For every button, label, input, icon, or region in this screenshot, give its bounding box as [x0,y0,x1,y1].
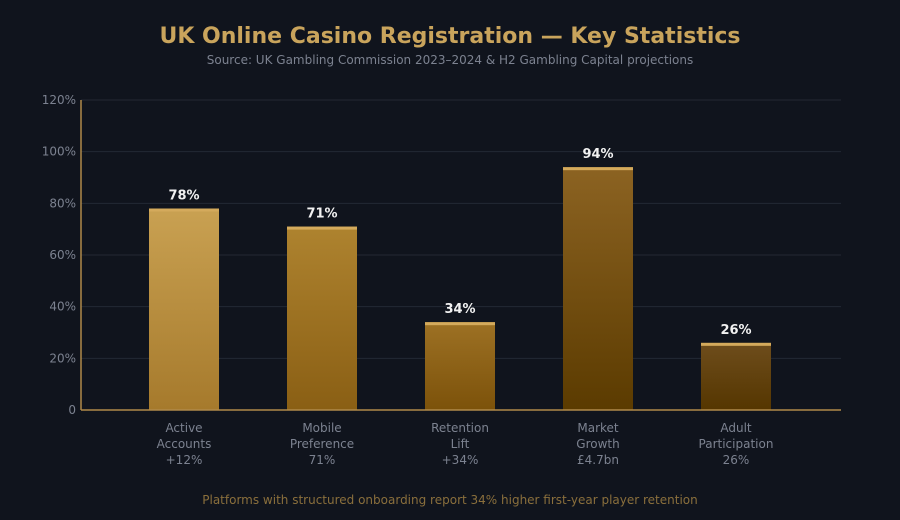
y-tick-label: 80% [49,196,76,210]
x-tick-line: Lift [451,437,470,451]
data-label: 94% [582,147,613,162]
chart-footer-note: Platforms with structured onboarding rep… [202,493,697,507]
x-tick-label: Active Accounts +12% [157,421,212,467]
x-tick-line: Active [165,421,202,435]
x-tick-label: Retention Lift +34% [431,421,489,467]
y-tick-label: 100% [42,145,76,159]
bars [149,167,771,410]
data-label: 26% [720,323,751,338]
bar [563,167,633,410]
x-tick-line: +34% [442,453,479,467]
x-tick-label: Market Growth £4.7bn [576,421,619,467]
x-tick-line: £4.7bn [577,453,619,467]
x-tick-line: Adult [720,421,752,435]
bar-cap [563,167,633,171]
x-tick-line: 71% [309,453,336,467]
x-tick-line: 26% [723,453,750,467]
x-tick-label: Mobile Preference 71% [290,421,354,467]
y-axis-ticks: 0 20% 40% 60% 80% 100% 120% [42,93,76,417]
x-tick-label: Adult Participation 26% [699,421,774,467]
x-tick-line: Growth [576,437,619,451]
data-label: 71% [306,207,337,222]
y-tick-label: 60% [49,248,76,262]
bar-cap [287,226,357,230]
x-tick-line: Market [577,421,619,435]
bar [149,208,219,410]
chart-subtitle: Source: UK Gambling Commission 2023–2024… [207,53,694,67]
bar [425,322,495,410]
y-tick-label: 40% [49,300,76,314]
data-labels: 78% 71% 34% 94% 26% [168,147,751,338]
x-tick-line: Retention [431,421,489,435]
bar-cap [425,322,495,326]
data-label: 34% [444,302,475,317]
bar-cap [701,342,771,346]
bar [287,226,357,410]
bar-cap [149,208,219,212]
x-tick-line: +12% [166,453,203,467]
y-tick-label: 20% [49,351,76,365]
x-tick-line: Preference [290,437,354,451]
y-tick-label: 0 [68,403,76,417]
x-tick-line: Participation [699,437,774,451]
data-label: 78% [168,189,199,204]
x-axis-ticks: Active Accounts +12% Mobile Preference 71% Ret… [157,421,774,467]
y-tick-label: 120% [42,93,76,107]
bar [701,342,771,410]
x-tick-line: Accounts [157,437,212,451]
chart-title: UK Online Casino Registration — Key Stat… [159,24,740,49]
x-tick-line: Mobile [302,421,341,435]
